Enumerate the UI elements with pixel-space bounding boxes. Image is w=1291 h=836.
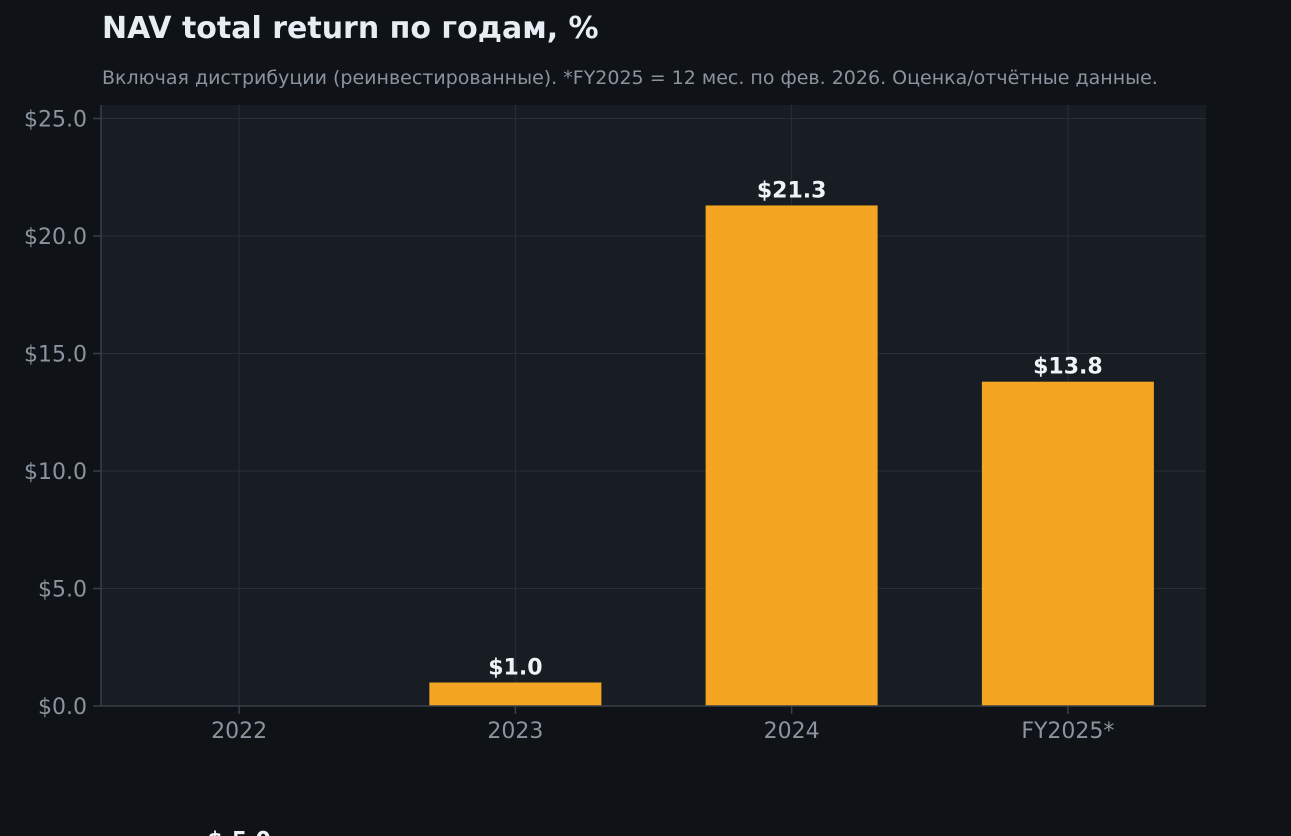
y-tick-label: $5.0	[38, 578, 87, 603]
bar	[981, 381, 1154, 706]
bar	[429, 682, 602, 706]
x-tick-label: 2024	[764, 719, 820, 744]
bar-value-label: $21.3	[757, 178, 827, 203]
y-tick-label: $20.0	[24, 225, 87, 250]
chart-title: NAV total return по годам, %	[102, 11, 599, 46]
chart-subtitle: Включая дистрибуции (реинвестированные).…	[102, 67, 1158, 89]
y-tick-label: $0.0	[38, 695, 87, 720]
bar	[705, 205, 878, 706]
bar-value-label: $13.8	[1033, 355, 1103, 380]
labels-layer: $-5.0 $1.0 $21.3 $13.8	[207, 178, 1102, 836]
x-tick-label: 2022	[211, 719, 267, 744]
x-tick-label: 2023	[487, 719, 543, 744]
x-tick-label: FY2025*	[1021, 719, 1114, 744]
bars-layer	[429, 205, 1154, 706]
bar-value-label: $1.0	[488, 656, 542, 681]
axes-layer: $0.0 $5.0 $10.0 $15.0 $20.0 $25.0 2022 2023 2024…	[24, 105, 1206, 744]
y-tick-label: $25.0	[24, 108, 87, 133]
y-tick-label: $10.0	[24, 460, 87, 485]
y-tick-label: $15.0	[24, 343, 87, 368]
bar-value-label: $-5.0	[207, 829, 270, 836]
